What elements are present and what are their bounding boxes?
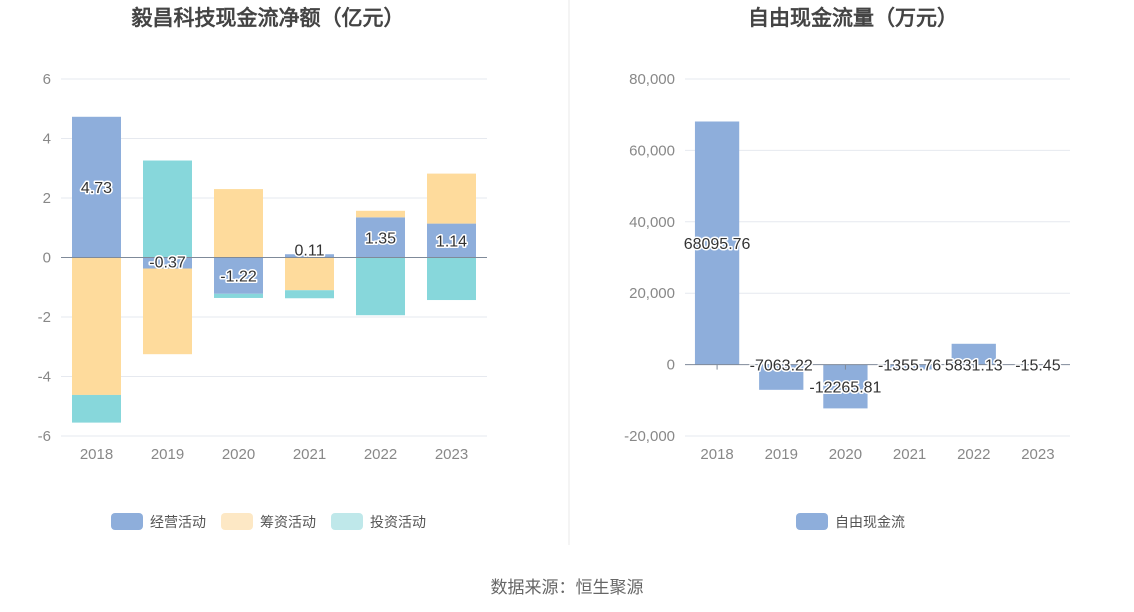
bar-投资活动-2018 bbox=[72, 394, 121, 423]
x-tick-label: 2019 bbox=[765, 446, 798, 463]
free-cashflow-chart-title: 自由现金流量（万元） bbox=[748, 6, 958, 30]
x-tick-label: 2020 bbox=[222, 446, 255, 463]
bar-经营活动-2023 bbox=[427, 223, 476, 258]
bar-投资活动-2020 bbox=[214, 293, 263, 298]
data-label: 5831.13 bbox=[945, 358, 1003, 375]
x-tick-label: 2018 bbox=[700, 446, 733, 463]
x-tick-label: 2022 bbox=[957, 446, 990, 463]
cashflow-x-axis: 2018 2019 2020 2021 2022 2023 bbox=[80, 446, 468, 463]
legend-label: 自由现金流 bbox=[835, 515, 905, 531]
data-source-note: 数据来源：恒生聚源 bbox=[491, 578, 644, 598]
bar-经营活动-2018 bbox=[72, 116, 121, 258]
legend-swatch bbox=[221, 513, 253, 530]
data-label: 1.35 bbox=[365, 230, 396, 247]
bar-筹资活动-2022 bbox=[356, 210, 405, 218]
y-tick-label: 4 bbox=[43, 131, 51, 148]
cashflow-bars bbox=[61, 116, 487, 423]
cashflow-data-labels: 4.73 -0.37 -1.22 0.11 1.35 1.14 bbox=[79, 179, 468, 288]
free-cashflow-legend: 自由现金流 bbox=[796, 513, 905, 531]
free-cashflow-chart: 自由现金流量（万元） 80,000 60,000 40,000 20,000 0 -20,… bbox=[624, 6, 1070, 531]
legend-label: 筹资活动 bbox=[260, 514, 316, 531]
cashflow-gridlines bbox=[61, 78, 487, 437]
y-tick-label: 0 bbox=[667, 357, 675, 374]
y-tick-label: 40,000 bbox=[629, 214, 675, 231]
bar-经营活动-2021 bbox=[285, 254, 334, 258]
cashflow-y-axis: 6 4 2 0 -2 -4 -6 bbox=[38, 71, 51, 445]
legend-item-自由现金流[interactable]: 自由现金流 bbox=[796, 513, 905, 531]
y-tick-label: -6 bbox=[38, 428, 51, 445]
x-tick-label: 2021 bbox=[293, 446, 326, 463]
free-cashflow-data-labels: 68095.76 -7063.22 -12265.81 -1355.76 5831.13… bbox=[682, 235, 1062, 398]
bar-筹资活动-2019 bbox=[143, 268, 192, 355]
bar-投资活动-2021 bbox=[285, 290, 334, 299]
y-tick-label: 2 bbox=[43, 190, 51, 207]
bar-自由现金流-2018 bbox=[694, 121, 740, 365]
data-label: -7063.22 bbox=[750, 358, 813, 375]
x-tick-label: 2020 bbox=[829, 446, 862, 463]
bar-自由现金流-2020 bbox=[823, 364, 868, 409]
bar-投资活动-2019 bbox=[143, 160, 192, 258]
y-tick-label: 20,000 bbox=[629, 285, 675, 302]
data-label: -15.45 bbox=[1015, 358, 1060, 375]
y-tick-label: -20,000 bbox=[624, 428, 675, 445]
data-label: -12265.81 bbox=[809, 379, 881, 396]
data-label: -0.37 bbox=[149, 255, 186, 272]
x-tick-label: 2019 bbox=[151, 446, 184, 463]
legend-swatch bbox=[111, 513, 143, 530]
bar-筹资活动-2020 bbox=[214, 189, 263, 258]
bar-筹资活动-2018 bbox=[72, 257, 121, 395]
y-tick-label: 80,000 bbox=[629, 71, 675, 88]
bar-经营活动-2019 bbox=[143, 257, 192, 269]
x-tick-label: 2023 bbox=[435, 446, 468, 463]
data-label: 1.14 bbox=[436, 234, 467, 251]
legend-label: 经营活动 bbox=[150, 515, 206, 531]
x-tick-label: 2018 bbox=[80, 446, 113, 463]
bar-筹资活动-2021 bbox=[285, 257, 334, 291]
data-label: -1355.76 bbox=[878, 358, 941, 375]
y-tick-label: -4 bbox=[38, 369, 51, 386]
free-cashflow-bars bbox=[685, 121, 1070, 409]
bar-经营活动-2022 bbox=[356, 217, 405, 258]
bar-投资活动-2022 bbox=[356, 257, 405, 316]
legend-swatch bbox=[796, 513, 828, 530]
free-cashflow-y-axis: 80,000 60,000 40,000 20,000 0 -20,000 bbox=[624, 71, 675, 445]
x-tick-label: 2023 bbox=[1021, 446, 1054, 463]
bar-筹资活动-2023 bbox=[427, 173, 476, 224]
y-tick-label: 60,000 bbox=[629, 142, 675, 159]
data-label: 0.11 bbox=[295, 243, 325, 260]
x-tick-label: 2021 bbox=[893, 446, 926, 463]
bar-投资活动-2023 bbox=[427, 257, 476, 301]
free-cashflow-gridlines bbox=[685, 78, 1070, 437]
bar-自由现金流-2022 bbox=[951, 343, 996, 365]
y-tick-label: 0 bbox=[43, 250, 51, 267]
cashflow-legend: 经营活动 筹资活动 投资活动 bbox=[111, 513, 426, 531]
data-label: 68095.76 bbox=[684, 236, 751, 253]
legend-item-筹资活动[interactable]: 筹资活动 bbox=[221, 513, 316, 531]
bar-经营活动-2020 bbox=[214, 257, 263, 294]
legend-label: 投资活动 bbox=[370, 515, 426, 531]
data-label: 4.73 bbox=[81, 180, 112, 197]
free-cashflow-x-axis: 2018 2019 2020 2021 2022 2023 bbox=[700, 446, 1054, 463]
legend-item-经营活动[interactable]: 经营活动 bbox=[111, 513, 206, 531]
legend-swatch bbox=[331, 513, 363, 530]
data-label: -1.22 bbox=[220, 269, 257, 286]
y-tick-label: 6 bbox=[43, 71, 51, 88]
x-tick-label: 2022 bbox=[364, 446, 397, 463]
cashflow-chart-title: 毅昌科技现金流净额（亿元） bbox=[131, 6, 405, 30]
legend-item-投资活动[interactable]: 投资活动 bbox=[331, 513, 426, 531]
cashflow-chart: 毅昌科技现金流净额（亿元） 6 4 2 0 -2 -4 -6 2018 2019 2020 202… bbox=[38, 6, 487, 531]
y-tick-label: -2 bbox=[38, 309, 51, 326]
